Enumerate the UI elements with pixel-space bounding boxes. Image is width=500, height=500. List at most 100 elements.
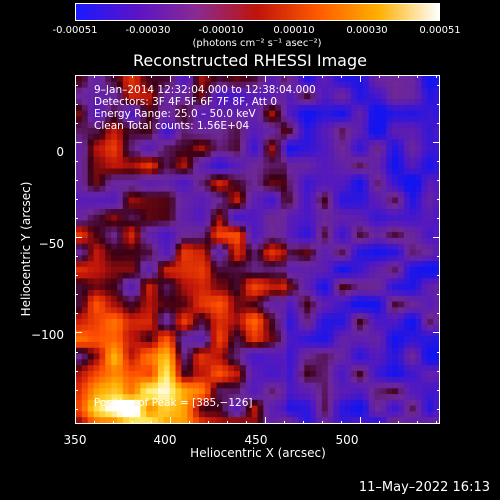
heatmap-cell	[257, 191, 264, 198]
heatmap-cell	[351, 151, 358, 158]
heatmap-cell	[374, 278, 381, 285]
heatmap-cell	[204, 76, 211, 83]
heatmap-cell	[122, 289, 129, 297]
heatmap-cell	[157, 272, 165, 279]
heatmap-cell	[380, 330, 387, 337]
heatmap-cell	[415, 133, 422, 140]
heatmap-cell	[357, 336, 364, 343]
heatmap-cell	[187, 162, 194, 169]
heatmap-cell	[169, 93, 176, 100]
heatmap-cell	[321, 336, 329, 343]
heatmap-cell	[351, 99, 358, 106]
heatmap-cell	[321, 324, 329, 331]
heatmap-cell	[269, 226, 276, 233]
heatmap-cell	[357, 203, 364, 210]
heatmap-cell	[257, 272, 264, 279]
axis-tick	[433, 332, 440, 334]
heatmap-cell	[280, 388, 288, 395]
heatmap-cell	[216, 266, 223, 273]
heatmap-cell	[181, 342, 188, 349]
heatmap-cell	[152, 99, 159, 106]
heatmap-cell	[146, 104, 153, 111]
heatmap-cell	[310, 388, 317, 395]
heatmap-cell	[245, 214, 252, 221]
heatmap-cell	[111, 156, 118, 164]
heatmap-cell	[345, 185, 352, 192]
heatmap-cell	[175, 122, 182, 129]
heatmap-cell	[234, 76, 241, 83]
heatmap-cell	[316, 365, 323, 372]
heatmap-cell	[204, 116, 211, 123]
heatmap-cell	[181, 278, 188, 285]
heatmap-cell	[134, 81, 141, 88]
heatmap-cell	[204, 156, 211, 164]
heatmap-cell	[327, 261, 334, 268]
heatmap-cell	[280, 87, 288, 94]
heatmap-cell	[280, 365, 288, 372]
heatmap-cell	[415, 405, 422, 412]
heatmap-cell	[228, 76, 235, 83]
heatmap-cell	[362, 336, 370, 343]
heatmap-cell	[392, 151, 399, 158]
heatmap-cell	[316, 197, 323, 204]
heatmap-cell	[286, 255, 293, 262]
heatmap-cell	[298, 232, 305, 239]
heatmap-cell	[128, 226, 135, 233]
heatmap-cell	[275, 382, 282, 389]
heatmap-cell	[374, 382, 381, 389]
heatmap-cell	[175, 359, 182, 366]
heatmap-cell	[368, 347, 375, 354]
heatmap-cell	[81, 388, 89, 395]
heatmap-cell	[181, 214, 188, 221]
heatmap-cell	[245, 162, 252, 169]
heatmap-cell	[368, 405, 375, 412]
heatmap-cell	[169, 232, 176, 239]
heatmap-cell	[304, 99, 311, 106]
heatmap-cell	[222, 394, 229, 401]
heatmap-cell	[321, 313, 329, 320]
heatmap-cell	[204, 93, 211, 100]
heatmap-cell	[345, 197, 352, 204]
heatmap-cell	[81, 220, 89, 227]
heatmap-cell	[99, 359, 106, 366]
heatmap-cell	[128, 353, 135, 360]
heatmap-cell	[134, 295, 141, 302]
heatmap-cell	[198, 237, 206, 245]
heatmap-cell	[421, 318, 428, 325]
heatmap-cell	[345, 405, 352, 412]
heatmap-cell	[228, 382, 235, 389]
heatmap-cell	[128, 284, 135, 291]
heatmap-cell	[357, 145, 364, 152]
heatmap-cell	[351, 353, 358, 360]
heatmap-cell	[111, 388, 118, 395]
heatmap-cell	[99, 203, 106, 210]
heatmap-cell	[116, 284, 124, 291]
heatmap-cell	[81, 209, 89, 216]
heatmap-cell	[380, 266, 387, 273]
heatmap-cell	[198, 249, 206, 256]
heatmap-cell	[239, 365, 247, 372]
heatmap-cell	[216, 376, 223, 383]
heatmap-cell	[415, 116, 422, 123]
heatmap-cell	[146, 255, 153, 262]
heatmap-cell	[116, 214, 124, 221]
heatmap-cell	[403, 382, 411, 389]
heatmap-cell	[427, 336, 434, 343]
heatmap-cell	[152, 301, 159, 308]
heatmap-cell	[239, 220, 247, 227]
heatmap-cell	[181, 145, 188, 152]
heatmap-cell	[251, 226, 258, 233]
heatmap-cell	[187, 243, 194, 250]
heatmap-cell	[245, 104, 252, 111]
axis-tick	[75, 103, 78, 105]
heatmap-cell	[175, 399, 182, 406]
heatmap-cell	[380, 203, 387, 210]
heatmap-cell	[292, 347, 299, 354]
axis-tick	[437, 160, 440, 162]
heatmap-cell	[251, 197, 258, 204]
heatmap-cell	[210, 399, 217, 406]
heatmap-cell	[146, 162, 153, 169]
heatmap-cell	[122, 347, 129, 354]
heatmap-cell	[210, 394, 217, 401]
heatmap-cell	[386, 284, 393, 291]
